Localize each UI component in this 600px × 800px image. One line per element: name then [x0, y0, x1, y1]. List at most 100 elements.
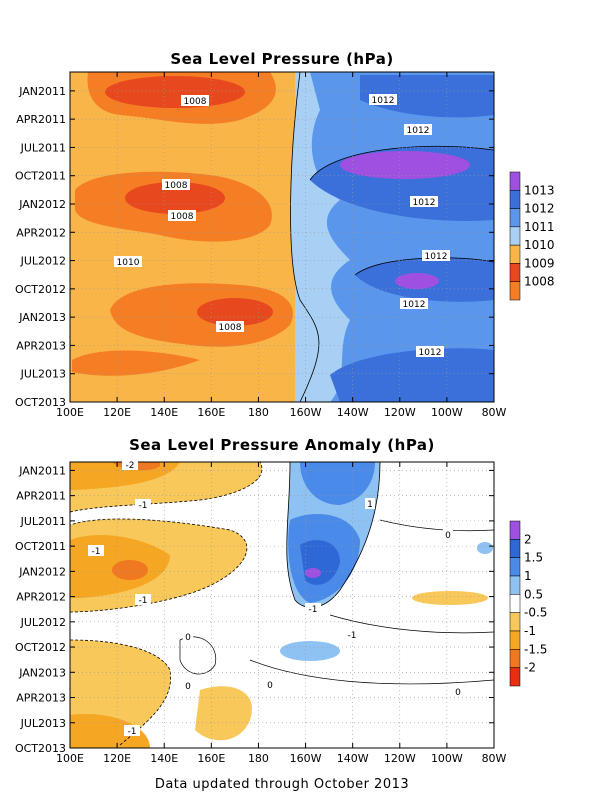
anomaly-contour-label-bg [453, 686, 463, 697]
slp-x-tick-label: 80W [482, 406, 507, 419]
anomaly-contour-label: -1 [135, 594, 151, 606]
anomaly-fill-pos-g [477, 542, 493, 554]
anomaly-contour-label-bg [265, 679, 275, 690]
anomaly-fill-pos-f [280, 641, 340, 661]
slp-x-tick-label: 140E [150, 406, 178, 419]
slp-y-tick-label: JAN2012 [18, 198, 66, 211]
anomaly-fill-pos-b [300, 462, 375, 505]
slp-contour-label: 1012 [410, 196, 438, 208]
slp-contour-label-text: 1008 [184, 97, 207, 107]
anomaly-contour-line [70, 518, 248, 613]
anomaly-colorbar-label: 1 [524, 569, 532, 583]
slp-contour-label-text: 1012 [413, 198, 436, 208]
anomaly-contour-label: 0 [183, 631, 193, 643]
slp-colorbar-segment [509, 208, 521, 228]
anomaly-y-tick-label: JAN2012 [18, 565, 66, 578]
anomaly-fill-pos-e [305, 568, 321, 578]
anomaly-x-tick-label: 80W [482, 752, 507, 765]
slp-contour-label-bg [369, 94, 397, 105]
anomaly-y-tick-label: APR2013 [16, 692, 66, 705]
slp-fill-1012-a [360, 75, 494, 118]
anomaly-colorbar-label: 1.5 [524, 551, 543, 565]
anomaly-y-tick-label: JAN2011 [18, 464, 66, 477]
slp-colorbar-label: 1009 [524, 256, 555, 270]
anomaly-contour-label-bg [135, 594, 151, 605]
anomaly-contour-label-bg [344, 629, 360, 640]
anomaly-contour-label-text: 0 [455, 688, 461, 698]
slp-contour-label: 1008 [216, 321, 244, 333]
anomaly-contour-label-text: 0 [185, 633, 191, 643]
anomaly-x-tick-label: 100E [56, 752, 84, 765]
anomaly-contour-line [70, 639, 172, 746]
slp-contour-labels: 1008 1012 1012 1008 1008 1012 1010 1012 1012 1008… [114, 94, 450, 358]
slp-colorbar-label: 1008 [524, 275, 555, 289]
anomaly-contour-label-bg [443, 529, 453, 540]
slp-colorbar-label: 1010 [524, 238, 555, 252]
slp-colorbar-label: 1011 [524, 220, 555, 234]
slp-contour-label-text: 1012 [403, 300, 426, 310]
slp-x-tick-label: 120W [384, 406, 416, 419]
slp-contour-label-text: 1012 [407, 126, 430, 136]
anomaly-contour-line [329, 614, 494, 634]
anomaly-contour-label-text: 1 [367, 500, 373, 510]
slp-colorbar-label: 1013 [524, 183, 555, 197]
anomaly-colorbar-segment [509, 557, 521, 577]
anomaly-y-tick-label: OCT2013 [15, 742, 66, 755]
slp-contour-label: 1010 [114, 256, 142, 268]
slp-fill-1013-a [340, 151, 470, 179]
anomaly-colorbar-label: 2 [524, 532, 532, 546]
anomaly-plot-frame [69, 461, 495, 749]
anomaly-contour-label-bg [88, 545, 104, 556]
slp-contour-label: 1008 [181, 95, 209, 107]
anomaly-y-tick-label: APR2011 [16, 490, 66, 503]
anomaly-contour-label-bg [124, 725, 140, 736]
slp-contour-label-bg [416, 346, 444, 357]
slp-fill-1008-d [72, 350, 200, 376]
slp-y-tick-label: JUL2013 [20, 368, 66, 381]
anomaly-fill-neg-i [195, 686, 252, 741]
slp-contour-label: 1012 [416, 346, 444, 358]
anomaly-x-tick-label: 180 [248, 752, 269, 765]
slp-y-tick-label: APR2012 [16, 226, 66, 239]
anomaly-x-ticks: 100E 120E 140E 160E 180 160W 140W 120W 100W 80W [56, 462, 507, 765]
slp-colorbar-segment [509, 244, 521, 264]
slp-chart-title: Sea Level Pressure (hPa) [170, 50, 393, 68]
anomaly-colorbar-segment [509, 539, 521, 558]
anomaly-y-tick-label: OCT2011 [15, 540, 66, 553]
anomaly-x-tick-label: 160E [197, 752, 225, 765]
slp-x-tick-label: 160E [197, 406, 225, 419]
anomaly-colorbar-label: -1 [524, 624, 536, 638]
slp-contour-label-text: 1010 [117, 258, 140, 268]
slp-y-tick-label: OCT2011 [15, 170, 66, 183]
anomaly-contour-labels: -2 -1 -1 1 0 -1 -1 -1 0 0 0 0 -1 [88, 459, 463, 737]
slp-panel: Sea Level Pressure (hPa) 100E 120E 1 [15, 50, 555, 419]
anomaly-contour-label: -1 [135, 499, 151, 511]
slp-fill-1007-c [197, 298, 273, 326]
slp-contour-label-text: 1008 [219, 323, 242, 333]
slp-contour-label-text: 1008 [165, 181, 188, 191]
anomaly-contour-label-text: 0 [445, 531, 451, 541]
slp-plot-frame [69, 71, 495, 403]
anomaly-contour-label-text: -1 [348, 631, 357, 641]
slp-fill-1007-b [125, 182, 225, 214]
slp-contour-label-text: 1008 [171, 212, 194, 222]
slp-colorbar-segment [509, 171, 521, 191]
anomaly-contour-label: -1 [305, 603, 321, 615]
anomaly-colorbar-label: 0.5 [524, 587, 543, 601]
slp-y-tick-label: OCT2013 [15, 396, 66, 409]
slp-x-tick-label: 100W [431, 406, 463, 419]
anomaly-contour-label: 0 [183, 680, 193, 692]
anomaly-contour-label-text: -1 [309, 605, 318, 615]
anomaly-y-tick-label: JAN2013 [18, 666, 66, 679]
slp-contour-label: 1012 [400, 298, 428, 310]
data-updated-footer: Data updated through October 2013 [155, 777, 409, 792]
anomaly-contour-label-text: -1 [139, 501, 148, 511]
anomaly-y-tick-label: JUL2012 [20, 616, 66, 629]
anomaly-colorbar: 2 1.5 1 0.5 -0.5 -1 -1.5 -2 [509, 520, 547, 687]
slp-contour-label: 1012 [404, 124, 432, 136]
slp-y-tick-label: JUL2012 [20, 255, 66, 268]
slp-y-tick-label: APR2013 [16, 339, 66, 352]
slp-contour-label: 1008 [162, 179, 190, 191]
anomaly-contour-label-text: -1 [92, 547, 101, 557]
